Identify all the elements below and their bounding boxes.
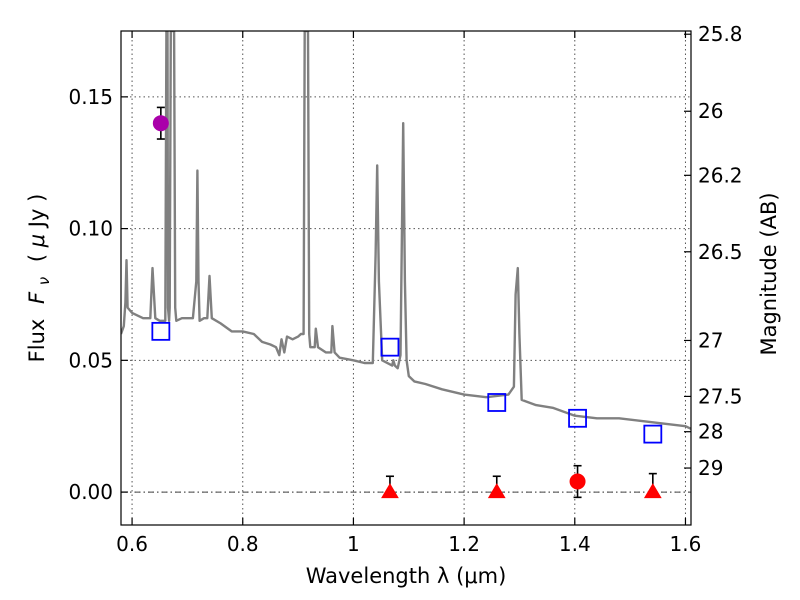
data-markers-layer: [151, 106, 663, 499]
x-tick-label: 1.6: [670, 532, 702, 556]
tick-marks: [121, 31, 691, 525]
y2-axis-label: Magnitude (AB): [757, 192, 781, 355]
model-spectrum-layer: [121, 31, 691, 430]
upper-point-marker: [152, 115, 169, 132]
detection-circle-marker: [569, 473, 586, 490]
model-spectrum-line: [121, 31, 691, 430]
y-axis-label-prefix: Flux: [25, 319, 49, 363]
y2-tick-label: 27: [698, 328, 723, 352]
y-tick-label: 0.10: [68, 217, 113, 241]
tick-labels: 0.6 0.8 1 1.2 1.4 1.6 0.00 0.05 0.10 0.15 25.8 26 26…: [68, 22, 742, 556]
model-box-point: [568, 408, 587, 428]
y2-tick-label: 29: [698, 456, 723, 480]
y2-tick-label: 28: [698, 420, 723, 444]
x-tick-label: 0.8: [227, 532, 259, 556]
y-axis-label-symbol: F: [25, 291, 49, 304]
y-tick-label: 0.00: [68, 480, 113, 504]
y-tick-label: 0.15: [68, 85, 113, 109]
detection-triangle-marker: [487, 483, 506, 499]
plot-frame: [120, 30, 692, 526]
x-tick-label: 1.4: [559, 532, 591, 556]
y-axis-label: Flux F ν ( μ Jy ): [25, 194, 54, 363]
y-axis-label-unit-rest: Jy ): [25, 194, 49, 230]
model-box-point: [487, 393, 507, 412]
model-box-point: [643, 424, 663, 444]
y2-tick-label: 27.5: [698, 384, 743, 408]
y2-tick-label: 26.5: [698, 240, 743, 264]
x-tick-label: 1: [347, 532, 360, 556]
y2-tick-label: 25.8: [698, 22, 743, 46]
y-axis-label-unit-open: (: [25, 247, 49, 262]
y-axis-label-subscript: ν: [35, 277, 53, 285]
detection-triangle-marker: [643, 483, 662, 499]
x-tick-label: 1.2: [448, 532, 480, 556]
y-tick-label: 0.05: [68, 348, 113, 372]
y2-tick-label: 26: [698, 99, 723, 123]
y2-tick-label: 26.2: [698, 163, 743, 187]
model-box-point: [380, 337, 400, 357]
detection-triangle-marker: [381, 483, 399, 499]
model-box-point: [151, 321, 171, 341]
y-axis-label-unit-mu: μ: [25, 234, 49, 248]
x-tick-label: 0.6: [116, 532, 148, 556]
x-axis-label: Wavelength λ (μm): [306, 564, 507, 588]
